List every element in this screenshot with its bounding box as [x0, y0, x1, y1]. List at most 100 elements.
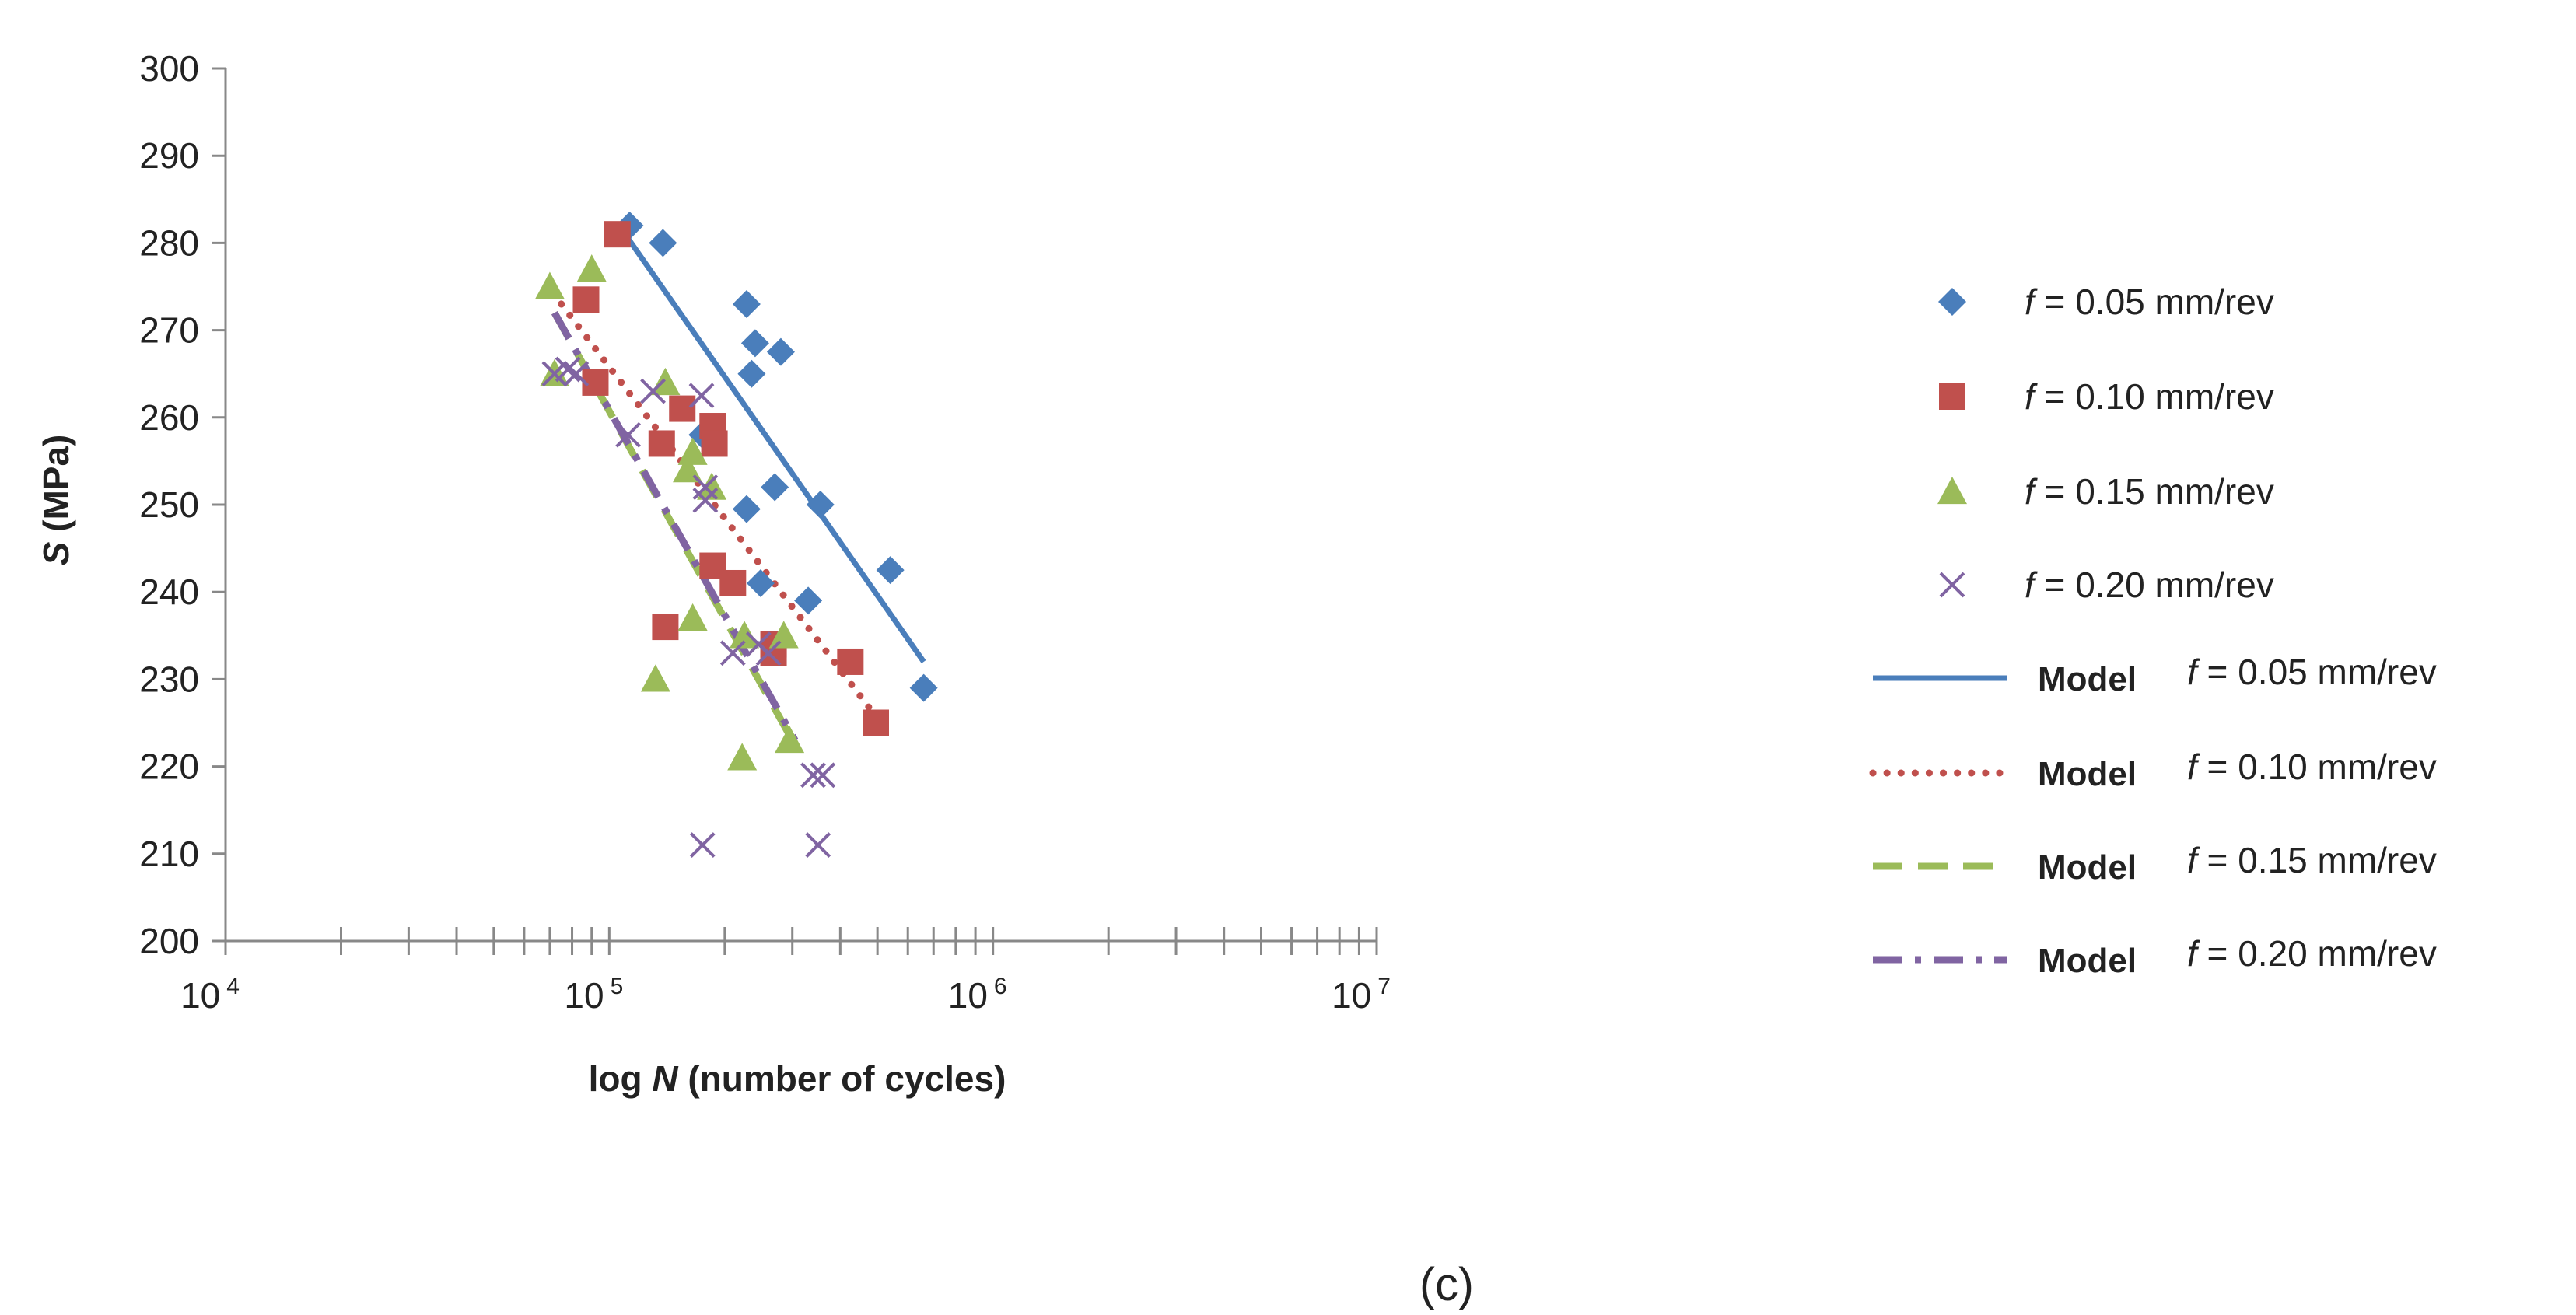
legend-model-word: Model [2038, 755, 2137, 793]
data-point [677, 603, 708, 631]
legend-value: = 0.10 mm/rev [2197, 747, 2437, 787]
data-point [692, 474, 719, 500]
data-point [837, 648, 864, 675]
data-point [909, 673, 938, 702]
data-point [640, 378, 666, 404]
legend-marker [1937, 477, 1967, 505]
data-point [806, 491, 835, 519]
y-tick-label: 260 [139, 397, 199, 438]
y-axis-ticks: 200 210 220 230 240 250 260 270 280 290 300 [139, 48, 226, 961]
data-point [768, 621, 799, 649]
data-point [649, 229, 677, 257]
x-tick-exponent: 6 [994, 974, 1007, 999]
data-point [692, 487, 719, 513]
data-point [737, 359, 766, 388]
x-tick-label: 10 4 [180, 974, 240, 1016]
data-point [730, 621, 760, 649]
y-tick-label: 200 [139, 921, 199, 961]
data-point [727, 743, 758, 771]
data-point [775, 725, 805, 754]
y-axis-title: S (MPa) [36, 435, 76, 566]
legend-marker [1939, 383, 1965, 410]
data-point [534, 271, 565, 299]
data-point [761, 473, 789, 502]
y-tick-label: 220 [139, 747, 199, 787]
data-point [604, 221, 631, 248]
data-point [669, 395, 696, 422]
data-point [740, 329, 769, 358]
x-tick-base: 10 [564, 975, 604, 1016]
legend-label: f = 0.10 mm/rev [2025, 376, 2274, 417]
legend-model-word: Model [2038, 942, 2137, 980]
x-tick-exponent: 7 [1377, 974, 1391, 999]
legend-variable: f [2187, 933, 2200, 974]
x-tick-label: 10 6 [948, 974, 1007, 1016]
data-point [677, 437, 708, 465]
data-point [572, 286, 600, 313]
data-point [563, 361, 590, 387]
legend-variable: f [2187, 840, 2200, 880]
data-point [719, 569, 747, 596]
legend-value: = 0.15 mm/rev [2035, 471, 2274, 512]
legend-variable: f [2025, 565, 2038, 605]
legend-model-word: Model [2038, 660, 2137, 698]
data-point [732, 495, 761, 523]
legend-value: = 0.10 mm/rev [2035, 376, 2274, 417]
y-tick-label: 210 [139, 834, 199, 874]
data-point [697, 472, 727, 500]
x-tick-exponent: 4 [226, 974, 240, 999]
legend-label: f = 0.10 mm/rev [2187, 747, 2437, 787]
data-point [689, 832, 716, 858]
model-line [558, 300, 878, 718]
y-tick-label: 250 [139, 484, 199, 525]
x-axis-ticks: 10 4 10 5 10 6 10 7 [180, 927, 1391, 1016]
legend-value: = 0.15 mm/rev [2197, 840, 2437, 880]
data-point [688, 383, 715, 409]
x-axis-title-variable: N [652, 1058, 678, 1099]
data-point [701, 430, 728, 457]
data-point [555, 356, 581, 383]
y-axis-title-suffix: (MPa) [36, 435, 76, 542]
x-tick-exponent: 5 [611, 974, 624, 999]
legend-value: = 0.20 mm/rev [2035, 565, 2274, 605]
data-point [794, 586, 823, 615]
data-point [810, 762, 836, 789]
data-point [652, 614, 679, 641]
x-tick-base: 10 [1332, 975, 1371, 1016]
legend-label: f = 0.05 mm/rev [2025, 282, 2274, 322]
legend-value: = 0.05 mm/rev [2035, 282, 2274, 322]
data-point [732, 289, 761, 318]
data-point [876, 556, 905, 585]
data-markers [534, 211, 938, 858]
x-axis-title: log N (number of cycles) [589, 1058, 1006, 1099]
data-point [746, 568, 775, 597]
legend-value: = 0.20 mm/rev [2197, 933, 2437, 974]
data-point [766, 337, 795, 366]
legend-label: f = 0.20 mm/rev [2025, 565, 2274, 605]
legend-variable: f [2025, 282, 2038, 322]
data-point [615, 421, 642, 448]
x-tick-base: 10 [180, 975, 220, 1016]
y-tick-label: 230 [139, 659, 199, 699]
legend-variable: f [2025, 376, 2038, 417]
y-tick-label: 300 [139, 48, 199, 89]
axes [224, 68, 1377, 943]
y-axis-title-variable: S [36, 541, 76, 565]
data-point [640, 664, 670, 692]
data-point [800, 762, 826, 789]
legend-label: f = 0.15 mm/rev [2187, 840, 2437, 880]
legend-label: f = 0.20 mm/rev [2187, 933, 2437, 974]
data-point [648, 430, 675, 457]
legend-variable: f [2187, 652, 2200, 692]
x-tick-label: 10 5 [564, 974, 623, 1016]
x-axis-title-prefix: log [589, 1058, 653, 1099]
x-tick-base: 10 [948, 975, 988, 1016]
y-tick-label: 280 [139, 222, 199, 263]
legend-marker [1939, 572, 1965, 598]
x-tick-label: 10 7 [1332, 974, 1391, 1016]
model-line [622, 233, 926, 663]
legend-label: f = 0.15 mm/rev [2025, 471, 2274, 512]
data-point [805, 832, 831, 858]
data-point [755, 640, 782, 666]
